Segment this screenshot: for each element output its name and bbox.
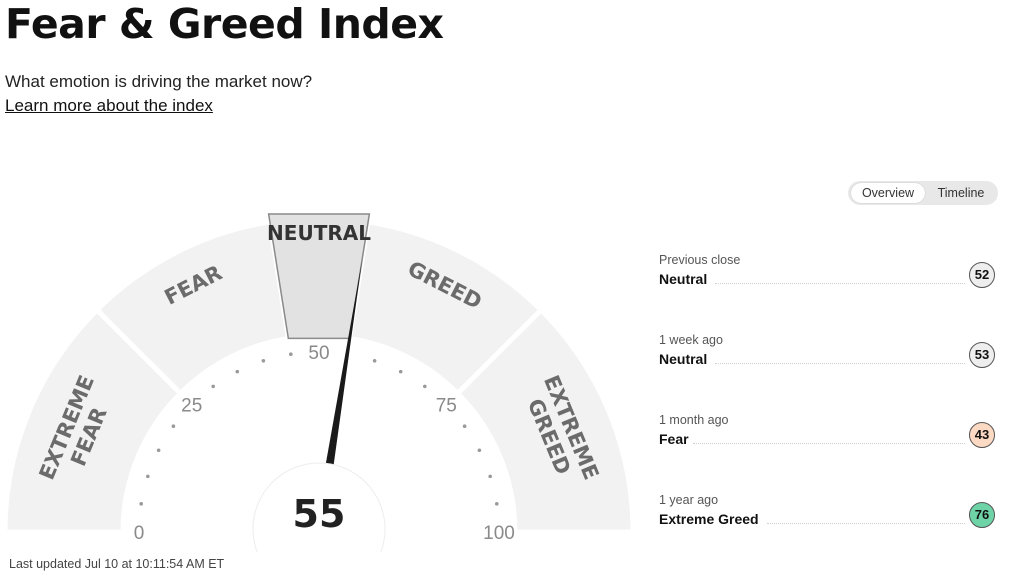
- gauge-center-dial: [252, 462, 386, 552]
- gauge-needle: [320, 259, 363, 494]
- leader-line: [715, 363, 965, 364]
- gauge-inner-face: [127, 340, 511, 532]
- gauge-tick-label: 0: [134, 523, 145, 544]
- gauge-tick-dot: [261, 359, 266, 363]
- view-toggle: Overview Timeline: [848, 181, 998, 205]
- history-when: Previous close: [659, 253, 741, 267]
- tab-overview[interactable]: Overview: [851, 183, 925, 203]
- gauge-tick-dot: [398, 369, 403, 374]
- gauge-tick-dot: [289, 352, 293, 357]
- leader-line: [715, 283, 965, 284]
- history-value-badge: 43: [969, 422, 995, 448]
- gauge-zone-label-neutral: NEUTRAL: [267, 221, 371, 245]
- gauge-tick-label: 25: [181, 396, 202, 417]
- gauge-value: 55: [293, 492, 346, 536]
- history-1-year-ago: 1 year ago Extreme Greed 76: [659, 493, 995, 553]
- history-when: 1 week ago: [659, 333, 723, 347]
- history-1-month-ago: 1 month ago Fear 43: [659, 413, 995, 473]
- gauge-tick-dot: [423, 384, 427, 389]
- history-label: Neutral: [659, 351, 708, 367]
- gauge-zone-extreme-greed: [454, 306, 636, 535]
- gauge-tick-label: 50: [308, 343, 329, 364]
- gauge-tick-dot: [156, 448, 161, 453]
- leader-line: [767, 523, 965, 524]
- history-previous-close: Previous close Neutral 52: [659, 253, 995, 313]
- gauge-tick-label: 100: [483, 523, 515, 544]
- history-when: 1 year ago: [659, 493, 719, 507]
- gauge-tick-dot: [488, 474, 492, 479]
- history-label: Extreme Greed: [659, 511, 759, 527]
- page-title: Fear & Greed Index: [5, 0, 444, 48]
- gauge-tick-dot: [477, 448, 482, 453]
- history-label: Neutral: [659, 271, 708, 287]
- tab-timeline[interactable]: Timeline: [937, 186, 985, 200]
- page-subtitle: What emotion is driving the market now?: [5, 72, 313, 91]
- gauge-tick-dot: [462, 424, 467, 428]
- gauge-tick-dot: [235, 369, 240, 374]
- last-updated: Last updated Jul 10 at 10:11:54 AM ET: [9, 557, 225, 571]
- leader-line: [693, 443, 965, 444]
- history-label: Fear: [659, 431, 689, 447]
- gauge-tick-dot: [146, 474, 150, 479]
- gauge-tick-dot: [494, 502, 499, 506]
- history-1-week-ago: 1 week ago Neutral 53: [659, 333, 995, 393]
- gauge-zone-greed: [346, 219, 545, 397]
- gauge-zone-extreme-fear: [2, 306, 184, 535]
- history-value-badge: 52: [969, 262, 995, 288]
- gauge-tick-dot: [372, 359, 377, 363]
- history-when: 1 month ago: [659, 413, 729, 427]
- fear-greed-gauge: EXTREMEFEARFEARNEUTRALGREEDEXTREMEGREED …: [2, 213, 636, 552]
- gauge-zone-neutral: [267, 213, 371, 340]
- gauge-tick-dot: [139, 502, 144, 506]
- gauge-tick-dot: [171, 424, 176, 428]
- learn-more-link[interactable]: Learn more about the index: [5, 96, 213, 115]
- gauge-tick-label: 75: [436, 396, 457, 417]
- history-value-badge: 76: [969, 502, 995, 528]
- history-value-badge: 53: [969, 342, 995, 368]
- gauge-tick-dot: [211, 384, 215, 389]
